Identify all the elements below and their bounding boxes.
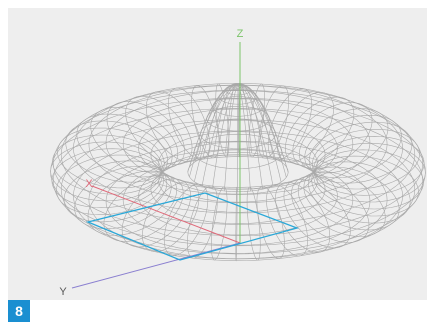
mesh-parallel [138,108,338,188]
mesh-parallel [52,107,424,255]
mesh-parallel [88,140,388,260]
ground-plane [85,192,300,261]
mesh-parallel [150,120,326,190]
dome-parallel [218,89,258,105]
dome-parallel [187,151,289,193]
mesh [50,82,426,262]
z-label: Z [237,28,244,40]
mesh-parallel [161,141,315,203]
mesh-parallel [50,97,426,247]
x-label: X [85,178,93,190]
figure-number: 8 [8,300,30,322]
mesh-parallel [122,98,354,190]
dome-parallel [193,133,283,170]
mesh-parallel [88,84,388,204]
mesh-parallel [105,90,371,195]
x-axis [91,185,241,244]
y-axis [71,242,241,289]
mesh-parallel [73,83,403,214]
mesh-parallel [52,89,424,237]
mesh-parallel [150,154,326,224]
dome-parallel [206,105,270,132]
mesh-parallel [158,149,318,213]
mesh-parallel [60,119,416,260]
mesh-parallel [105,149,371,254]
dome-parallel [200,118,276,149]
dome-parallel [212,96,264,117]
y-label: Y [59,286,67,298]
